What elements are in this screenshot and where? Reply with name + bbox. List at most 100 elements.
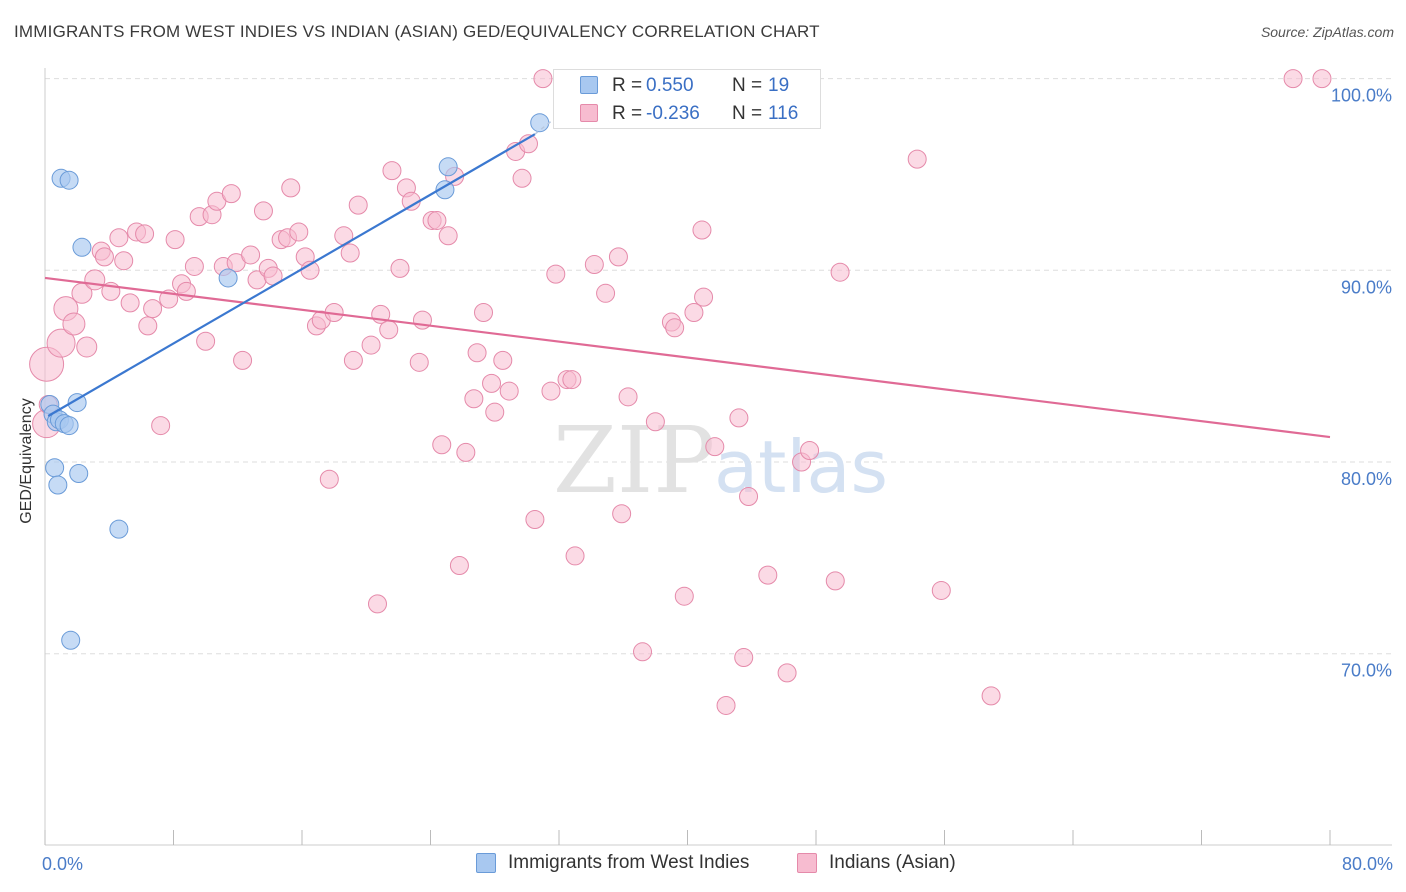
data-point-west-indies — [435, 180, 455, 200]
data-point-indians-asian — [633, 642, 653, 662]
data-point-indians-asian — [541, 381, 561, 401]
data-point-indians-asian — [525, 510, 545, 530]
data-point-indians-asian — [694, 287, 714, 307]
data-point-indians-asian — [151, 416, 171, 436]
data-point-indians-asian — [565, 546, 585, 566]
data-point-indians-asian — [438, 226, 458, 246]
data-point-west-indies — [438, 157, 458, 177]
r-label: R = — [612, 75, 643, 96]
data-point-indians-asian — [485, 402, 505, 422]
trend-line-west-indies — [47, 133, 536, 417]
data-point-indians-asian — [361, 335, 381, 355]
data-point-indians-asian — [584, 255, 604, 275]
data-point-indians-asian — [830, 262, 850, 282]
data-point-indians-asian — [289, 222, 309, 242]
tick-labels: 70.0% 80.0% 90.0% 100.0% 0.0% 80.0% — [42, 86, 1393, 874]
y-tick-label: 80.0% — [1341, 469, 1392, 489]
data-point-indians-asian — [348, 195, 368, 215]
data-point-indians-asian — [46, 328, 76, 358]
data-point-indians-asian — [138, 316, 158, 336]
data-point-west-indies — [59, 416, 79, 436]
stats-legend: R = 0.550 N = 19 R = -0.236 N = 116 — [553, 69, 821, 129]
data-point-indians-asian — [176, 281, 196, 301]
r-value: 0.550 — [646, 75, 694, 96]
legend-label-indians-asian: Indians (Asian) — [829, 852, 956, 873]
data-point-indians-asian — [1312, 69, 1332, 89]
data-point-west-indies — [67, 393, 87, 413]
watermark: ZIP atlas — [553, 407, 888, 514]
data-point-indians-asian — [94, 247, 114, 267]
data-point-indians-asian — [120, 293, 140, 313]
indians-asian-swatch — [580, 104, 598, 122]
data-point-indians-asian — [512, 168, 532, 188]
y-axis-label: GED/Equivalency — [18, 398, 35, 523]
data-point-indians-asian — [546, 264, 566, 284]
data-point-indians-asian — [165, 230, 185, 250]
legend-swatch-west-indies — [476, 853, 496, 873]
data-point-indians-asian — [253, 201, 273, 221]
data-point-indians-asian — [467, 343, 487, 363]
stats-row-indians-asian: R = -0.236 N = 116 — [554, 101, 820, 127]
data-point-indians-asian — [729, 408, 749, 428]
data-point-indians-asian — [758, 565, 778, 585]
data-point-indians-asian — [427, 210, 447, 230]
data-point-indians-asian — [608, 247, 628, 267]
data-point-west-indies — [109, 519, 129, 539]
data-point-indians-asian — [76, 336, 98, 358]
data-point-indians-asian — [114, 251, 134, 271]
data-point-indians-asian — [825, 571, 845, 591]
data-point-indians-asian — [800, 440, 820, 460]
data-point-indians-asian — [367, 594, 387, 614]
data-point-indians-asian — [612, 504, 632, 524]
west-indies-swatch — [580, 76, 598, 94]
n-label: N = — [732, 75, 763, 96]
trend-line-indians-asian — [44, 276, 1331, 439]
chart-title: IMMIGRANTS FROM WEST INDIES VS INDIAN (A… — [14, 22, 820, 41]
data-point-west-indies — [59, 170, 79, 190]
axes — [44, 68, 1392, 846]
data-point-west-indies — [48, 475, 68, 495]
data-point-indians-asian — [143, 299, 163, 319]
data-point-indians-asian — [62, 312, 86, 336]
data-point-indians-asian — [233, 350, 253, 370]
data-point-west-indies — [61, 630, 81, 650]
data-point-indians-asian — [474, 302, 494, 322]
data-point-indians-asian — [777, 663, 797, 683]
data-point-indians-asian — [432, 435, 452, 455]
data-point-indians-asian — [734, 648, 754, 668]
data-point-indians-asian — [409, 352, 429, 372]
series-legend: Immigrants from West Indies Indians (Asi… — [0, 850, 1406, 880]
data-point-indians-asian — [684, 302, 704, 322]
data-point-indians-asian — [931, 580, 951, 600]
data-point-indians-asian — [482, 373, 502, 393]
data-point-indians-asian — [716, 695, 736, 715]
r-label: R = — [612, 103, 643, 124]
n-value: 116 — [768, 103, 799, 124]
data-point-indians-asian — [84, 269, 106, 291]
data-point-indians-asian — [382, 161, 402, 181]
data-point-indians-asian — [1283, 69, 1303, 89]
data-point-indians-asian — [340, 243, 360, 263]
data-point-indians-asian — [221, 184, 241, 204]
n-value: 19 — [768, 75, 790, 96]
data-point-indians-asian — [499, 381, 519, 401]
data-point-indians-asian — [456, 442, 476, 462]
legend-swatch-indians-asian — [797, 853, 817, 873]
data-point-indians-asian — [449, 556, 469, 576]
data-point-indians-asian — [196, 331, 216, 351]
trend-lines — [44, 114, 1331, 439]
x-tick-label: 80.0% — [1342, 854, 1393, 874]
n-label: N = — [732, 103, 763, 124]
data-point-indians-asian — [674, 586, 694, 606]
data-point-west-indies — [45, 458, 65, 478]
data-point-west-indies — [72, 237, 92, 257]
data-point-indians-asian — [379, 320, 399, 340]
watermark-zip: ZIP — [553, 407, 715, 514]
data-point-indians-asian — [692, 220, 712, 240]
data-point-indians-asian — [135, 224, 155, 244]
series-west-indies — [40, 113, 550, 650]
data-point-indians-asian — [493, 350, 513, 370]
series-indians-asian — [29, 69, 1332, 715]
y-tick-label: 90.0% — [1341, 277, 1392, 297]
